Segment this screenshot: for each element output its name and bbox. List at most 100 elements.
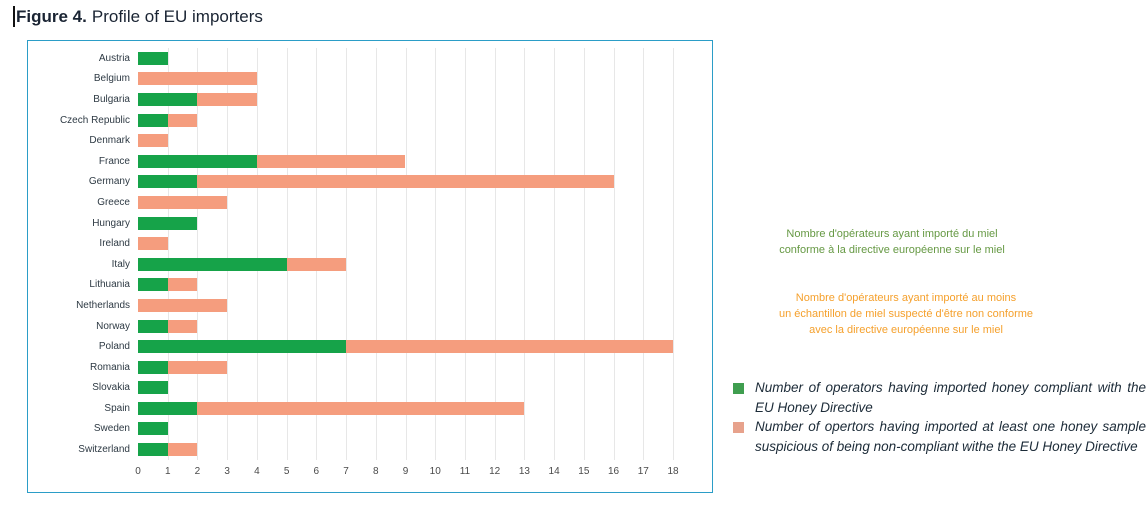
country-label: Netherlands (76, 299, 130, 311)
gridline (613, 48, 615, 460)
bar-row: Bulgaria (28, 89, 712, 110)
bar-compliant (138, 422, 168, 436)
gridline (256, 48, 258, 460)
bar-suspicious (138, 195, 228, 209)
country-label: Sweden (93, 423, 130, 435)
bar-row: Spain (28, 398, 712, 419)
x-tick-label: 5 (283, 466, 290, 477)
legend-fr-compliant: Nombre d'opérateurs ayant importé du mie… (779, 228, 1005, 256)
bar-track (138, 195, 673, 209)
x-tick-label: 17 (637, 466, 649, 477)
legend-item: Number of opertors having imported at le… (733, 417, 1146, 456)
bar-track (138, 51, 673, 65)
bar-compliant (138, 113, 168, 127)
bar-track (138, 92, 673, 106)
country-label: Slovakia (92, 382, 130, 394)
legend-item: Number of operators having imported hone… (733, 378, 1146, 417)
bar-row: Romania (28, 357, 712, 378)
bar-compliant (138, 278, 168, 292)
bar-track (138, 360, 673, 374)
country-label: Bulgaria (93, 93, 130, 105)
x-tick-label: 0 (135, 466, 141, 477)
legend-en: Number of operators having imported hone… (733, 378, 1146, 456)
bar-row: Norway (28, 316, 712, 337)
figure-label: Figure 4. (16, 6, 87, 26)
bar-compliant (138, 340, 347, 354)
bar-track (138, 381, 673, 395)
bar-compliant (138, 216, 198, 230)
bar-compliant (138, 51, 168, 65)
bar-suspicious (138, 237, 168, 251)
bar-row: Slovakia (28, 378, 712, 399)
x-tick-label: 14 (548, 466, 560, 477)
grid-layer (138, 48, 674, 460)
bar-suspicious (167, 360, 228, 374)
bar-suspicious (286, 257, 347, 271)
bar-track (138, 257, 673, 271)
country-label: France (98, 155, 130, 167)
bar-compliant (138, 381, 168, 395)
gridline (524, 48, 526, 460)
bar-track (138, 216, 673, 230)
gridline (494, 48, 496, 460)
gridline (197, 48, 199, 460)
gridline (405, 48, 407, 460)
bar-row: Hungary (28, 213, 712, 234)
bar-row: France (28, 151, 712, 172)
bar-suspicious (197, 175, 614, 189)
x-tick-label: 11 (459, 466, 471, 477)
bar-compliant (138, 92, 198, 106)
gridline (346, 48, 348, 460)
bar-compliant (138, 175, 198, 189)
bar-rows: Austria Belgium Bulgaria Czech Republic Denm… (28, 48, 712, 460)
figure-title: Figure 4. Profile of EU importers (13, 6, 263, 27)
bar-row: Belgium (28, 69, 712, 90)
country-label: Denmark (89, 135, 130, 147)
country-label: Czech Republic (59, 114, 130, 126)
bar-track (138, 134, 673, 148)
country-label: Hungary (92, 217, 130, 229)
legend-fr-suspicious: Nombre d'opérateurs ayant importé au moi… (778, 292, 1034, 336)
bar-track (138, 72, 673, 86)
title-marker (13, 6, 15, 27)
country-label: Norway (96, 320, 130, 332)
country-label: Belgium (93, 73, 130, 85)
bar-compliant (138, 257, 287, 271)
figure-title-text: Profile of EU importers (91, 6, 263, 26)
legend-label: Number of opertors having imported at le… (755, 419, 1146, 454)
country-label: Germany (88, 176, 130, 188)
country-label: Italy (111, 258, 130, 270)
country-label: Lithuania (89, 279, 130, 291)
bar-track (138, 175, 673, 189)
bar-row: Switzerland (28, 439, 712, 460)
x-tick-label: 18 (667, 466, 679, 477)
bar-suspicious (167, 443, 198, 457)
x-tick-label: 15 (578, 466, 590, 477)
bar-suspicious (346, 340, 673, 354)
country-label: Greece (97, 196, 130, 208)
bar-track (138, 401, 673, 415)
x-tick-label: 4 (254, 466, 260, 477)
gridline (316, 48, 318, 460)
bar-row: Netherlands (28, 295, 712, 316)
bar-suspicious (138, 298, 228, 312)
x-tick-label: 13 (518, 466, 530, 477)
x-tick-label: 2 (194, 466, 201, 477)
country-label: Spain (104, 402, 130, 414)
gridline (435, 48, 437, 460)
x-tick-label: 7 (343, 466, 349, 477)
bar-track (138, 443, 673, 457)
x-tick-label: 12 (489, 466, 501, 477)
country-label: Ireland (99, 238, 130, 250)
x-tick-label: 6 (313, 466, 320, 477)
bar-row: Sweden (28, 419, 712, 440)
country-label: Austria (98, 52, 130, 64)
bar-row: Greece (28, 192, 712, 213)
bar-compliant (138, 401, 198, 415)
bar-suspicious (256, 154, 406, 168)
bar-suspicious (138, 134, 168, 148)
gridline (167, 48, 169, 460)
bar-row: Czech Republic (28, 110, 712, 131)
gridline (554, 48, 556, 460)
x-tick-label: 8 (372, 466, 379, 477)
